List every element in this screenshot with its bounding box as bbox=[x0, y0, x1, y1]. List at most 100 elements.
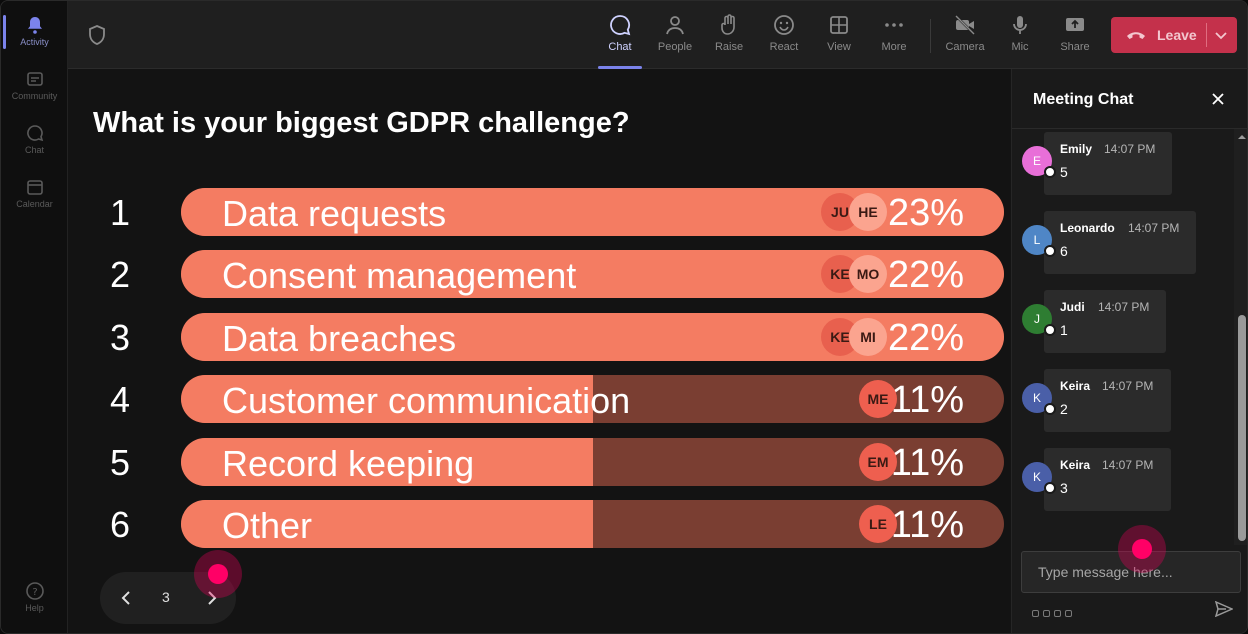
meeting-toolbar: Chat People Raise React View More Camera bbox=[68, 1, 1247, 69]
message-timestamp: 14:07 PM bbox=[1128, 221, 1180, 235]
avatar[interactable]: LE bbox=[859, 505, 897, 543]
message-text: 2 bbox=[1060, 401, 1068, 417]
option-percentage: 22% bbox=[887, 317, 964, 359]
toolbar-chat-button[interactable]: Chat bbox=[595, 11, 645, 69]
phone-hangup-icon bbox=[1127, 32, 1145, 39]
toolbar-more-label: More bbox=[881, 41, 907, 53]
toolbar-raise-label: Raise bbox=[714, 41, 744, 53]
message-input[interactable] bbox=[1022, 552, 1240, 592]
message-bubble: Keira 14:07 PM 3 bbox=[1044, 448, 1171, 511]
option-percentage: 11% bbox=[890, 442, 964, 484]
rail-item-activity[interactable]: Activity bbox=[1, 7, 68, 57]
toolbar-camera-label: Camera bbox=[945, 41, 985, 53]
svg-text:?: ? bbox=[32, 587, 37, 598]
camera-off-icon bbox=[955, 15, 975, 35]
scroll-down-icon[interactable] bbox=[1238, 533, 1246, 541]
message-composer[interactable] bbox=[1021, 551, 1241, 593]
format-icon[interactable] bbox=[1032, 610, 1039, 617]
leave-button[interactable]: Leave bbox=[1111, 17, 1237, 53]
rail-label-community: Community bbox=[11, 91, 58, 101]
option-label: Data requests bbox=[222, 193, 447, 234]
page-number: 3 bbox=[162, 589, 170, 605]
avatar[interactable]: EM bbox=[859, 443, 897, 481]
emoji-icon[interactable] bbox=[1054, 610, 1061, 617]
presence-status-icon bbox=[1044, 324, 1056, 336]
gif-icon[interactable] bbox=[1065, 610, 1072, 617]
close-icon[interactable] bbox=[1211, 92, 1225, 106]
grid-icon bbox=[830, 16, 848, 34]
chat-scrollbar[interactable] bbox=[1234, 129, 1247, 545]
option-bar-track: Record keeping EM 11% bbox=[181, 438, 1004, 486]
chat-icon bbox=[610, 15, 631, 36]
presence-status-icon bbox=[1044, 245, 1056, 257]
poll-stage: What is your biggest GDPR challenge? 1 Da… bbox=[68, 69, 1010, 633]
toolbar-raise-button[interactable]: Raise bbox=[704, 11, 754, 63]
presence-status-icon bbox=[1044, 166, 1056, 178]
message-author: Judi bbox=[1060, 300, 1085, 314]
shield-icon[interactable] bbox=[88, 25, 106, 45]
avatar[interactable]: MO bbox=[849, 255, 887, 293]
message-author: Keira bbox=[1060, 458, 1091, 472]
toolbar-react-button[interactable]: React bbox=[759, 11, 809, 63]
leave-label: Leave bbox=[1157, 27, 1197, 43]
chevron-down-icon[interactable] bbox=[1213, 27, 1229, 43]
rail-item-community[interactable]: Community bbox=[1, 61, 68, 111]
option-percentage: 11% bbox=[890, 379, 964, 421]
option-bar-fill bbox=[181, 500, 593, 548]
community-icon bbox=[26, 72, 43, 86]
toolbar-mic-label: Mic bbox=[1011, 41, 1029, 53]
cursor-highlight bbox=[1118, 525, 1166, 573]
toolbar-mic-button[interactable]: Mic bbox=[995, 11, 1045, 63]
poll-option-row: 6 Other LE 11% bbox=[68, 500, 1010, 548]
message-bubble: Emily 14:07 PM 5 bbox=[1044, 132, 1172, 195]
message-timestamp: 14:07 PM bbox=[1104, 142, 1156, 156]
toolbar-more-button[interactable]: More bbox=[869, 11, 919, 63]
toolbar-view-label: View bbox=[827, 41, 851, 53]
rail-label-help: Help bbox=[25, 603, 44, 613]
presence-status-icon bbox=[1044, 403, 1056, 415]
help-icon: ? bbox=[25, 582, 44, 600]
attach-icon[interactable] bbox=[1043, 610, 1050, 617]
message-timestamp: 14:07 PM bbox=[1102, 458, 1154, 472]
avatar[interactable]: HE bbox=[849, 193, 887, 231]
message-bubble: Leonardo 14:07 PM 6 bbox=[1044, 211, 1196, 274]
send-icon[interactable] bbox=[1215, 601, 1233, 617]
toolbar-people-button[interactable]: People bbox=[650, 11, 700, 63]
rail-item-calendar[interactable]: Calendar bbox=[1, 169, 68, 219]
option-label: Record keeping bbox=[222, 443, 475, 484]
avatar[interactable]: MI bbox=[849, 318, 887, 356]
toolbar-camera-button[interactable]: Camera bbox=[940, 11, 990, 63]
chat-title: Meeting Chat bbox=[1033, 91, 1134, 108]
message-text: 6 bbox=[1060, 243, 1068, 259]
option-label: Customer communication bbox=[222, 380, 631, 421]
poll-option-row: 1 Data requests JU HE 23% bbox=[68, 188, 1010, 236]
option-number: 2 bbox=[109, 254, 131, 295]
more-icon bbox=[885, 23, 903, 27]
people-icon bbox=[666, 16, 684, 35]
option-bar-track: Other LE 11% bbox=[181, 500, 1004, 548]
option-number: 5 bbox=[109, 442, 131, 483]
scrollbar-thumb[interactable] bbox=[1238, 315, 1246, 541]
chevron-left-icon[interactable] bbox=[118, 589, 136, 607]
toolbar-share-label: Share bbox=[1060, 41, 1090, 53]
message-bubble: Judi 14:07 PM 1 bbox=[1044, 290, 1166, 353]
poll-option-row: 2 Consent management KE MO 22% bbox=[68, 250, 1010, 298]
hand-icon bbox=[721, 14, 735, 35]
message-author: Keira bbox=[1060, 379, 1091, 393]
toolbar-people-label: People bbox=[657, 41, 693, 53]
avatar[interactable]: ME bbox=[859, 380, 897, 418]
message-author: Leonardo bbox=[1060, 221, 1115, 235]
message-timestamp: 14:07 PM bbox=[1098, 300, 1150, 314]
option-number: 3 bbox=[109, 317, 131, 358]
toolbar-share-button[interactable]: Share bbox=[1050, 11, 1100, 63]
toolbar-view-button[interactable]: View bbox=[814, 11, 864, 63]
meeting-chat-panel: Meeting Chat Emily 14:07 PM 5 E Leonardo 14:0… bbox=[1011, 69, 1247, 633]
chat-icon bbox=[26, 125, 43, 142]
chevron-right-icon[interactable] bbox=[202, 589, 220, 607]
message-text: 1 bbox=[1060, 322, 1068, 338]
rail-item-help[interactable]: ? Help bbox=[1, 573, 68, 623]
rail-item-chat[interactable]: Chat bbox=[1, 115, 68, 165]
scroll-up-icon[interactable] bbox=[1238, 133, 1246, 141]
rail-label-calendar: Calendar bbox=[16, 199, 53, 209]
poll-option-row: 4 Customer communication ME 11% bbox=[68, 375, 1010, 423]
